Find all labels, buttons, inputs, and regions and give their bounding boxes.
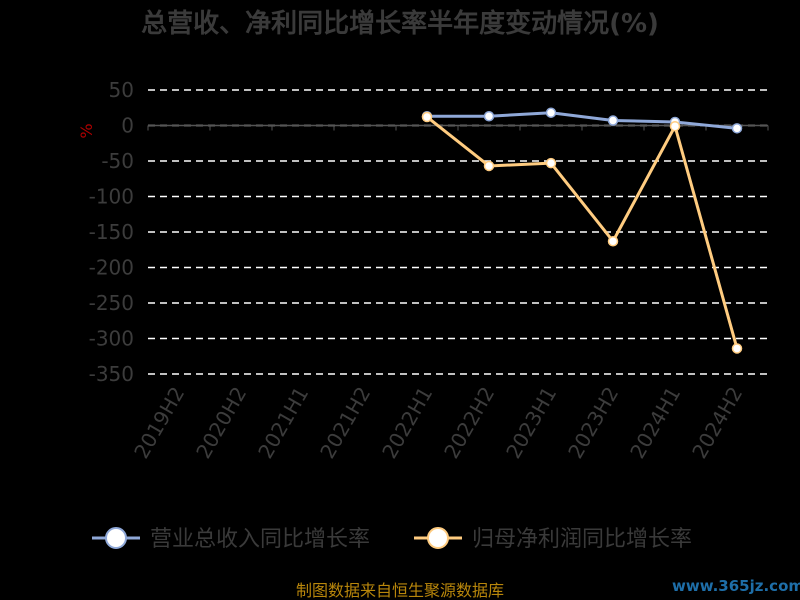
data-point[interactable] [607, 235, 619, 247]
x-tick-label: 2022H1 [377, 383, 437, 463]
legend-label: 营业总收入同比增长率 [150, 527, 370, 552]
x-tick-label: 2024H2 [687, 383, 747, 463]
x-tick-label: 2022H2 [439, 383, 499, 463]
data-point[interactable] [607, 115, 619, 126]
data-point[interactable] [483, 160, 495, 172]
legend-marker-icon [427, 527, 449, 549]
chart-title: 总营收、净利同比增长率半年度变动情况(%) [141, 8, 659, 39]
series-1 [421, 107, 743, 134]
y-tick-label: -150 [89, 220, 134, 244]
x-tick-label: 2024H1 [625, 383, 685, 463]
x-tick-label: 2023H2 [563, 383, 623, 463]
y-axis-unit-label: % [77, 123, 96, 138]
y-tick-label: -50 [101, 149, 134, 173]
series-line [427, 111, 738, 130]
data-point[interactable] [669, 120, 681, 132]
data-point[interactable] [731, 343, 743, 354]
x-tick-label: 2023H1 [501, 383, 561, 463]
data-source-note: 制图数据来自恒生聚源数据库 [296, 581, 504, 600]
series-2 [421, 111, 743, 354]
y-tick-label: 50 [109, 78, 134, 102]
legend-item-2[interactable]: 归母净利润同比增长率 [414, 527, 692, 552]
data-point[interactable] [545, 157, 557, 169]
y-tick-label: -100 [89, 185, 134, 209]
y-tick-labels: 50 0 -50 -100 -150 -200 -250 -300 -350 [89, 78, 134, 386]
y-tick-label: -300 [89, 327, 134, 351]
legend-marker-icon [105, 527, 127, 549]
y-tick-label: -250 [89, 291, 134, 315]
grid-lines [148, 89, 768, 375]
x-axis: 2019H2 2020H2 2021H1 2021H2 2022H1 2022H2 2023… [129, 124, 769, 463]
legend-item-1[interactable]: 营业总收入同比增长率 [92, 527, 370, 552]
series-layer [421, 107, 743, 354]
data-point[interactable] [421, 111, 433, 123]
legend[interactable]: 营业总收入同比增长率 归母净利润同比增长率 [92, 527, 692, 552]
data-point[interactable] [483, 111, 495, 122]
legend-label: 归母净利润同比增长率 [472, 527, 692, 552]
y-tick-label: -200 [89, 256, 134, 280]
x-tick-label: 2019H2 [129, 383, 189, 463]
x-tick-label: 2021H1 [253, 383, 313, 463]
x-tick-label: 2020H2 [191, 383, 251, 463]
data-point[interactable] [545, 107, 557, 118]
data-point[interactable] [731, 123, 743, 134]
y-tick-label: -350 [89, 362, 134, 386]
watermark: www.365jz.com [672, 577, 800, 595]
x-tick-label: 2021H2 [315, 383, 375, 463]
y-tick-label: 0 [121, 114, 134, 138]
series-line [426, 115, 739, 349]
